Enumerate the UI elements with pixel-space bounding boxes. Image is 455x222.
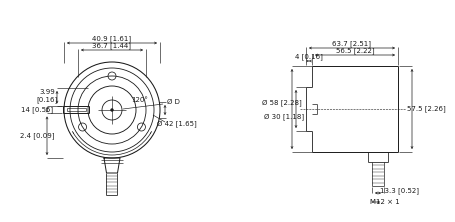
Text: 3.99
[0.16]: 3.99 [0.16] (36, 89, 57, 103)
Text: 36.7 [1.44]: 36.7 [1.44] (92, 43, 131, 49)
Text: 56.5 [2.22]: 56.5 [2.22] (335, 48, 374, 54)
Text: Ø D: Ø D (166, 99, 179, 105)
Text: 2.4 [0.09]: 2.4 [0.09] (20, 132, 54, 139)
Text: 120°: 120° (131, 97, 148, 103)
Text: Ø 58 [2.28]: Ø 58 [2.28] (262, 99, 301, 106)
Circle shape (111, 109, 113, 111)
Text: Ø 42 [1.65]: Ø 42 [1.65] (157, 121, 197, 127)
Text: 57.5 [2.26]: 57.5 [2.26] (406, 106, 445, 112)
Text: 14 [0.55]: 14 [0.55] (21, 107, 53, 113)
Text: 63.7 [2.51]: 63.7 [2.51] (332, 41, 371, 47)
Text: Ø 30 [1.18]: Ø 30 [1.18] (263, 114, 303, 121)
Text: 4 [0.16]: 4 [0.16] (294, 54, 322, 60)
Text: 40.9 [1.61]: 40.9 [1.61] (92, 36, 131, 42)
Text: M12 × 1: M12 × 1 (369, 199, 399, 205)
Text: 13.3 [0.52]: 13.3 [0.52] (379, 188, 419, 194)
